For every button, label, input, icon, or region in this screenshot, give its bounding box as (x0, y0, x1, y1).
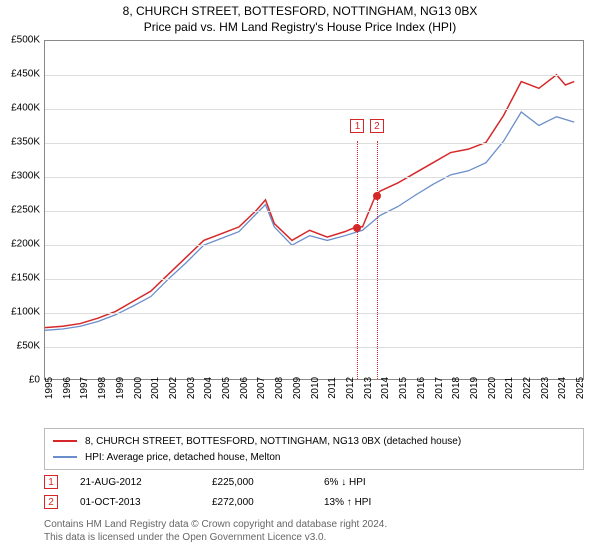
grid-line (45, 177, 583, 178)
chart-lines (45, 41, 583, 379)
legend-item: HPI: Average price, detached house, Melt… (53, 449, 575, 465)
footer-line-2: This data is licensed under the Open Gov… (44, 531, 584, 544)
x-tick-label: 2024 (557, 377, 568, 399)
x-tick-label: 2010 (310, 377, 321, 399)
y-tick-label: £0 (29, 375, 40, 386)
series-price_paid (45, 75, 574, 328)
legend-label: HPI: Average price, detached house, Melt… (85, 452, 281, 463)
x-tick-label: 2009 (292, 377, 303, 399)
chart-title: 8, CHURCH STREET, BOTTESFORD, NOTTINGHAM… (0, 4, 600, 18)
event-date: 21-AUG-2012 (80, 477, 190, 488)
grid-line (45, 109, 583, 110)
x-tick-label: 1997 (79, 377, 90, 399)
x-tick-label: 2018 (451, 377, 462, 399)
x-tick-label: 2004 (203, 377, 214, 399)
y-tick-label: £250K (11, 205, 40, 216)
grid-line (45, 143, 583, 144)
x-tick-label: 2007 (256, 377, 267, 399)
footer-attribution: Contains HM Land Registry data © Crown c… (44, 518, 584, 544)
events-table: 1 21-AUG-2012 £225,000 6% ↓ HPI 2 01-OCT-2013… (44, 472, 584, 512)
legend-swatch (53, 456, 77, 458)
x-tick-label: 2005 (221, 377, 232, 399)
event-price: £225,000 (212, 477, 302, 488)
x-tick-label: 2021 (504, 377, 515, 399)
event-mark-icon: 1 (44, 475, 58, 489)
data-point (353, 224, 361, 232)
x-tick-label: 1995 (44, 377, 55, 399)
chart-area: 12 £0 £50K £100K £150K £200K £250K £300K £350K £… (0, 40, 600, 420)
grid-line (45, 75, 583, 76)
legend-swatch (53, 440, 77, 442)
y-tick-label: £450K (11, 69, 40, 80)
grid-line (45, 313, 583, 314)
x-tick-label: 2012 (345, 377, 356, 399)
legend-label: 8, CHURCH STREET, BOTTESFORD, NOTTINGHAM… (85, 436, 461, 447)
grid-line (45, 245, 583, 246)
x-tick-label: 2008 (274, 377, 285, 399)
data-point (373, 192, 381, 200)
x-tick-label: 2020 (487, 377, 498, 399)
x-tick-label: 2003 (186, 377, 197, 399)
footer-line-1: Contains HM Land Registry data © Crown c… (44, 518, 584, 531)
event-marker: 1 (350, 119, 364, 133)
event-note: 13% ↑ HPI (324, 497, 584, 508)
y-tick-label: £50K (17, 341, 40, 352)
event-marker: 2 (370, 119, 384, 133)
y-tick-label: £300K (11, 171, 40, 182)
event-price: £272,000 (212, 497, 302, 508)
x-tick-label: 2015 (398, 377, 409, 399)
event-vline (377, 141, 378, 379)
y-tick-label: £200K (11, 239, 40, 250)
x-tick-label: 2023 (540, 377, 551, 399)
grid-line (45, 279, 583, 280)
x-tick-label: 2002 (168, 377, 179, 399)
plot-area: 12 (44, 40, 584, 380)
x-tick-label: 2014 (380, 377, 391, 399)
y-tick-label: £150K (11, 273, 40, 284)
x-tick-label: 1996 (62, 377, 73, 399)
x-tick-label: 2011 (327, 377, 338, 399)
y-tick-label: £400K (11, 103, 40, 114)
y-tick-label: £350K (11, 137, 40, 148)
x-tick-label: 2006 (239, 377, 250, 399)
y-tick-label: £500K (11, 35, 40, 46)
chart-subtitle: Price paid vs. HM Land Registry's House … (0, 20, 600, 34)
x-tick-label: 2000 (133, 377, 144, 399)
legend: 8, CHURCH STREET, BOTTESFORD, NOTTINGHAM… (44, 428, 584, 470)
x-tick-label: 1999 (115, 377, 126, 399)
legend-item: 8, CHURCH STREET, BOTTESFORD, NOTTINGHAM… (53, 433, 575, 449)
event-note: 6% ↓ HPI (324, 477, 584, 488)
grid-line (45, 347, 583, 348)
x-tick-label: 2001 (150, 377, 161, 399)
event-vline (357, 141, 358, 379)
event-mark-icon: 2 (44, 495, 58, 509)
x-tick-label: 2025 (575, 377, 586, 399)
event-date: 01-OCT-2013 (80, 497, 190, 508)
event-row: 2 01-OCT-2013 £272,000 13% ↑ HPI (44, 492, 584, 512)
event-row: 1 21-AUG-2012 £225,000 6% ↓ HPI (44, 472, 584, 492)
y-tick-label: £100K (11, 307, 40, 318)
x-tick-label: 2013 (363, 377, 374, 399)
x-tick-label: 1998 (97, 377, 108, 399)
x-tick-label: 2017 (434, 377, 445, 399)
x-tick-label: 2016 (416, 377, 427, 399)
x-tick-label: 2022 (522, 377, 533, 399)
x-tick-label: 2019 (469, 377, 480, 399)
series-hpi (45, 112, 574, 330)
grid-line (45, 211, 583, 212)
